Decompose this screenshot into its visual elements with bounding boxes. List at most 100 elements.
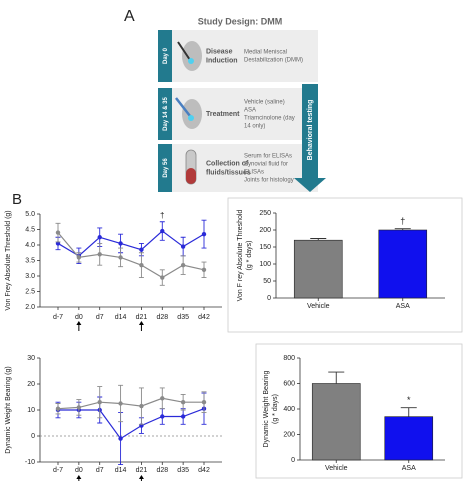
data-point — [202, 268, 206, 272]
y-tick-label: 30 — [27, 355, 35, 362]
step-detail: ASA — [244, 108, 256, 114]
annotation: † — [400, 216, 405, 226]
data-point — [77, 255, 81, 259]
y-tick-label: 4.0 — [25, 242, 35, 249]
x-tick-label: ASA — [402, 465, 416, 472]
x-tick-label: d42 — [198, 314, 210, 321]
data-point — [160, 396, 164, 400]
data-point — [118, 255, 122, 259]
x-tick-label: d-7 — [53, 467, 63, 474]
y-axis-label: (g * days) — [272, 394, 279, 424]
bar — [294, 240, 342, 298]
panel-label: B — [12, 191, 22, 208]
x-tick-label: Vehicle — [325, 465, 348, 472]
x-tick-label: d-7 — [53, 314, 63, 321]
x-tick-label: d14 — [115, 467, 127, 474]
y-axis-label: Dynamic Weight Bearing (g) — [5, 366, 12, 453]
y-tick-label: 0 — [291, 457, 295, 464]
data-point — [160, 414, 164, 418]
data-point — [139, 404, 143, 408]
y-tick-label: 20 — [27, 381, 35, 388]
data-point — [98, 400, 102, 404]
x-tick-label: d21 — [136, 467, 148, 474]
data-point — [202, 232, 206, 236]
step-detail: Destabilization (DMM) — [244, 58, 303, 64]
y-axis-label: Von F rey Absolute Threshold — [237, 210, 244, 302]
y-tick-label: 250 — [259, 210, 271, 217]
y-axis-label: Dynamic Weight Bearing — [263, 370, 270, 447]
y-tick-label: 600 — [283, 380, 295, 387]
data-point — [181, 400, 185, 404]
data-point — [139, 263, 143, 267]
data-point — [56, 407, 60, 411]
x-tick-label: d35 — [177, 314, 189, 321]
y-tick-label: -10 — [25, 459, 35, 466]
y-axis-label: Von Frey Absolute Threshold (g) — [5, 210, 12, 310]
x-tick-label: d42 — [198, 467, 210, 474]
bar — [379, 230, 427, 298]
joint-icon — [188, 115, 194, 121]
step-title: Disease — [206, 48, 233, 55]
data-point — [181, 263, 185, 267]
annotation: * — [407, 395, 411, 405]
y-tick-label: 400 — [283, 406, 295, 413]
design-shapes — [158, 30, 326, 192]
y-tick-label: 2.0 — [25, 304, 35, 311]
x-tick-label: d14 — [115, 314, 127, 321]
data-point — [77, 405, 81, 409]
mouse-icon — [182, 99, 202, 129]
y-tick-label: 2.5 — [25, 288, 35, 295]
y-tick-label: 3.0 — [25, 273, 35, 280]
panel-label: A — [124, 8, 135, 25]
step-detail: Serum for ELISAs — [244, 154, 292, 160]
data-point — [202, 400, 206, 404]
x-tick-label: d35 — [177, 467, 189, 474]
day-label: Day 0 — [163, 47, 169, 64]
x-tick-label: d7 — [96, 467, 104, 474]
y-tick-label: 100 — [259, 261, 271, 268]
data-point — [98, 235, 102, 239]
step-detail: ELISAs — [244, 170, 264, 176]
y-tick-label: 5.0 — [25, 211, 35, 218]
data-point — [118, 401, 122, 405]
tube-fluid — [186, 168, 196, 184]
step-detail: Medial Meniscal — [244, 50, 287, 56]
y-tick-label: 200 — [283, 431, 295, 438]
data-point — [118, 436, 122, 440]
y-tick-label: 3.5 — [25, 257, 35, 264]
data-point — [181, 244, 185, 248]
step-detail: Triamcinolone (day — [244, 116, 295, 122]
step-detail: Synovial fluid for — [244, 162, 288, 168]
x-tick-label: Vehicle — [307, 303, 330, 310]
x-tick-label: d21 — [136, 314, 148, 321]
y-tick-label: 4.5 — [25, 226, 35, 233]
data-point — [160, 229, 164, 233]
joint-icon — [188, 58, 194, 64]
annotation: † — [160, 211, 164, 220]
step-title: Collection of — [206, 160, 249, 167]
arrow-label: Behavioral testing — [307, 100, 314, 161]
data-point — [139, 247, 143, 251]
y-tick-label: 50 — [263, 278, 271, 285]
bar — [385, 417, 433, 460]
step-detail: Joints for histology — [244, 178, 294, 184]
y-axis-label: (g * days) — [246, 241, 253, 271]
step-detail: Vehicle (saline) — [244, 100, 285, 106]
y-tick-label: 0 — [31, 433, 35, 440]
y-tick-label: 0 — [267, 295, 271, 302]
step-title: Induction — [206, 57, 238, 64]
x-tick-label: d28 — [156, 467, 168, 474]
x-tick-label: ASA — [396, 303, 410, 310]
data-point — [56, 230, 60, 234]
data-point — [160, 275, 164, 279]
step-detail: 14 only) — [244, 124, 265, 130]
y-tick-label: 800 — [283, 355, 295, 362]
x-tick-label: d0 — [75, 467, 83, 474]
bar — [312, 384, 360, 461]
data-point — [98, 252, 102, 256]
data-point — [118, 241, 122, 245]
y-tick-label: 200 — [259, 227, 271, 234]
x-tick-label: d28 — [156, 314, 168, 321]
x-tick-label: d7 — [96, 314, 104, 321]
mouse-icon — [182, 41, 202, 71]
